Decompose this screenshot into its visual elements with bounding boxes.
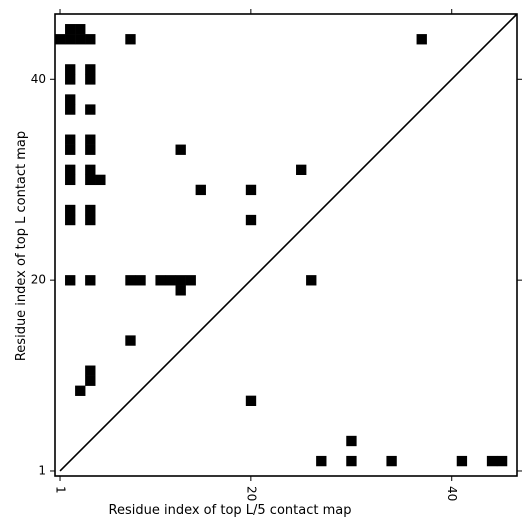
contact-cell-top-l — [75, 34, 86, 45]
contact-cell-top-l5 — [386, 455, 397, 467]
contact-cell-top-l — [65, 174, 76, 186]
contact-cell-top-l — [65, 275, 76, 286]
contact-cell-top-l — [65, 34, 76, 45]
contact-cell-top-l — [125, 34, 136, 45]
contact-cell-top-l — [175, 144, 186, 155]
contact-cell-top-l5 — [346, 435, 357, 447]
contact-cell-top-l5 — [125, 335, 136, 346]
axis-ticks: 1 20 40 1 20 40 — [31, 9, 522, 501]
contact-cell-top-l — [416, 34, 427, 45]
contact-cell-top-l — [95, 174, 106, 186]
contact-cells — [55, 24, 508, 467]
contact-cell-top-l — [175, 285, 186, 296]
contact-cell-top-l — [155, 275, 166, 286]
contact-cell-top-l — [65, 74, 76, 85]
contact-cell-top-l5 — [316, 455, 327, 467]
contact-cell-top-l — [245, 214, 257, 226]
y-axis-label: Residue index of top L contact map — [14, 131, 29, 361]
contact-cell-top-l — [125, 275, 136, 286]
contact-cell-top-l — [65, 64, 76, 75]
contact-cell-top-l — [85, 134, 96, 145]
contact-cell-top-l — [65, 94, 76, 105]
diagonal-line — [59, 13, 518, 472]
contact-cell-top-l — [165, 275, 176, 286]
y-tick-label: 1 — [38, 463, 46, 477]
contact-cell-top-l — [65, 144, 76, 155]
plot-frame — [54, 13, 518, 477]
contact-cell-top-l — [85, 204, 96, 216]
x-tick-label: 20 — [244, 486, 258, 501]
contact-cell-top-l — [65, 164, 76, 175]
contact-cell-top-l — [85, 214, 96, 226]
contact-cell-top-l — [85, 164, 96, 175]
contact-cell-top-l — [65, 104, 76, 115]
contact-cell-top-l — [65, 204, 76, 216]
x-tick-label: 40 — [445, 486, 459, 501]
contact-cell-top-l5 — [456, 455, 468, 467]
x-tick-label: 1 — [54, 486, 68, 494]
contact-cell-top-l — [85, 144, 96, 155]
contact-cell-top-l5 — [346, 455, 357, 467]
contact-cell-top-l — [306, 275, 317, 286]
contact-cell-top-l — [185, 275, 196, 286]
contact-cell-top-l — [55, 34, 66, 45]
contact-cell-top-l — [65, 134, 76, 145]
contact-cell-top-l — [296, 164, 307, 175]
contact-cell-top-l5 — [496, 455, 508, 467]
contact-cell-top-l — [195, 184, 206, 196]
contact-cell-top-l — [65, 214, 76, 226]
y-tick-label: 20 — [31, 273, 46, 287]
contact-cell-top-l — [175, 275, 186, 286]
x-axis-label: Residue index of top L/5 contact map — [109, 503, 352, 518]
contact-cell-top-l — [85, 64, 96, 75]
contact-cell-top-l — [85, 275, 96, 286]
contact-cell-top-l5 — [85, 365, 96, 376]
contact-cell-top-l — [65, 24, 76, 35]
contact-cell-top-l — [135, 275, 146, 286]
contact-cell-top-l5 — [486, 455, 498, 467]
y-tick-label: 40 — [31, 72, 46, 86]
contact-cell-top-l — [85, 74, 96, 85]
contact-cell-top-l — [75, 24, 86, 35]
contact-cell-top-l5 — [75, 385, 86, 396]
contact-cell-top-l — [85, 104, 96, 115]
contact-cell-top-l — [85, 174, 96, 186]
contact-cell-top-l5 — [85, 375, 96, 386]
contact-cell-top-l — [85, 34, 96, 45]
contact-cell-top-l — [245, 184, 257, 196]
contact-cell-top-l5 — [245, 395, 257, 406]
